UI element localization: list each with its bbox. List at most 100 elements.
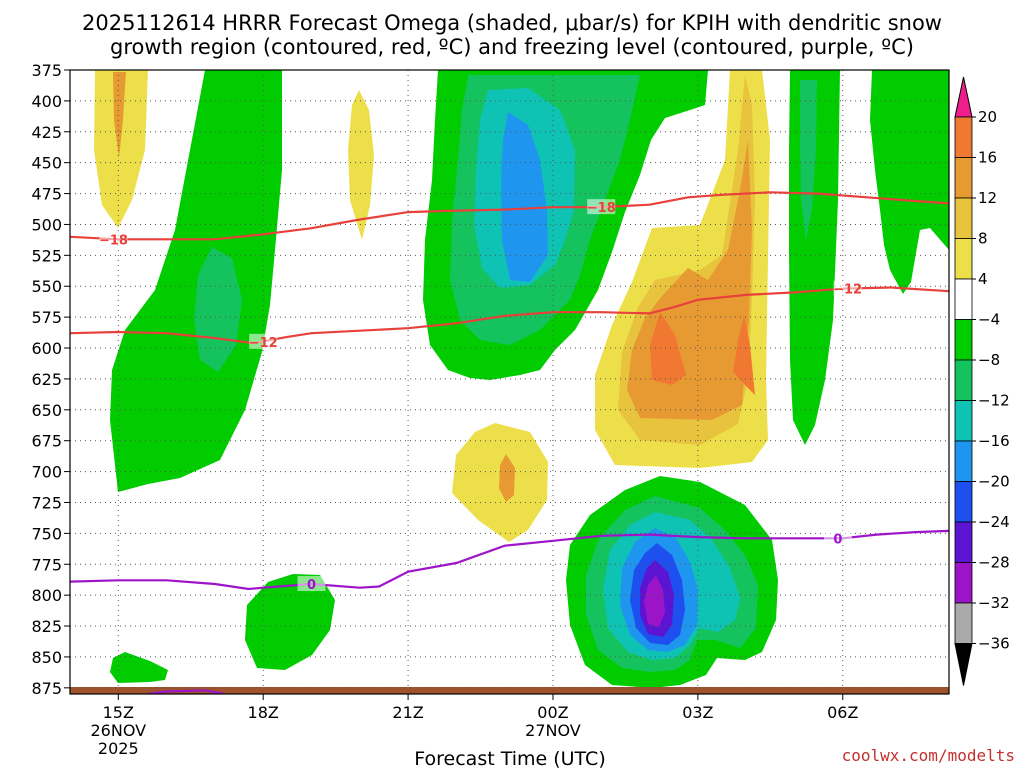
x-axis-label: Forecast Time (UTC) bbox=[414, 748, 605, 768]
x-tick-label: 06Z bbox=[827, 703, 858, 722]
omega-darkorange-core-04z bbox=[733, 315, 755, 395]
y-tick-label: 775 bbox=[31, 555, 62, 574]
omega-green-blob-19z bbox=[245, 574, 335, 670]
grid-lines bbox=[70, 70, 949, 694]
contour-label-minus12-right: −12 bbox=[833, 283, 862, 298]
colorbar-tick-label: 16 bbox=[978, 149, 997, 167]
credit-text: coolwx.com/modelts bbox=[842, 746, 1015, 765]
y-tick-label: 825 bbox=[31, 617, 62, 636]
omega-yellow-blob-20z bbox=[348, 90, 374, 240]
x-tick-date: 27NOV bbox=[525, 721, 581, 740]
colorbar-tick-label: −12 bbox=[978, 392, 1010, 410]
colorbar-tick-label: 12 bbox=[978, 189, 997, 207]
contour-label-minus12-right-bg bbox=[833, 280, 862, 296]
colorbar-segment bbox=[954, 440, 973, 482]
chart-title-line1: 2025112614 HRRR Forecast Omega (shaded, … bbox=[82, 11, 942, 35]
omega-purple-core-02z bbox=[644, 575, 665, 627]
colorbar-tick-label: 20 bbox=[978, 108, 997, 126]
y-tick-label: 800 bbox=[31, 586, 62, 605]
colorbar-tick-label: −32 bbox=[978, 594, 1010, 612]
contour-label-zero-left-bg bbox=[297, 576, 326, 592]
y-tick-label: 600 bbox=[31, 339, 62, 358]
y-tick-label: 725 bbox=[31, 493, 62, 512]
x-tick-label: 15Z bbox=[103, 703, 134, 722]
omega-green-band-16z bbox=[110, 70, 282, 492]
colorbar-top-arrow bbox=[954, 76, 973, 118]
y-tick-label: 675 bbox=[31, 432, 62, 451]
colorbar-tick-label: −36 bbox=[978, 635, 1010, 653]
omega-darkorange-core-02z bbox=[650, 312, 686, 385]
omega-blue-core-23z bbox=[501, 112, 548, 282]
omega-orange-blob-15z bbox=[113, 72, 126, 158]
y-tick-label: 850 bbox=[31, 648, 62, 667]
contour-labels: −18 −18 −12 −12 0 0 bbox=[99, 199, 862, 593]
contour-label-minus12-left-bg bbox=[249, 333, 278, 349]
y-tick-label: 475 bbox=[31, 185, 62, 204]
colorbar-segment bbox=[954, 197, 973, 239]
y-tick-label: 500 bbox=[31, 215, 62, 234]
omega-green-band-08z bbox=[870, 70, 949, 294]
colorbar-segment bbox=[954, 157, 973, 199]
colorbar-segment bbox=[954, 238, 973, 280]
colorbar-segment bbox=[954, 400, 973, 442]
y-tick-label: 650 bbox=[31, 401, 62, 420]
contour-label-zero-left: 0 bbox=[307, 578, 316, 593]
x-tick-label: 18Z bbox=[248, 703, 279, 722]
colorbar-tick-label: −8 bbox=[978, 351, 1000, 369]
y-tick-label: 400 bbox=[31, 92, 62, 111]
ground-band bbox=[70, 687, 949, 694]
colorbar-segment bbox=[954, 602, 973, 644]
plot-frame bbox=[69, 69, 950, 695]
x-tick-date: 26NOV bbox=[90, 721, 146, 740]
omega-teal-band-05z bbox=[800, 80, 817, 240]
colorbar-segment bbox=[954, 481, 973, 523]
contour-label-minus18-left: −18 bbox=[99, 233, 128, 248]
contour-lines bbox=[70, 191, 949, 694]
x-tick-year: 2025 bbox=[98, 739, 139, 758]
colorbar: 20 16 12 8 4 −4 −8 −12 −16 −20 −24 −28 −32 −36 bbox=[954, 76, 1010, 686]
freezing-level-contour-line bbox=[147, 689, 225, 694]
omega-orange-blob-23z bbox=[499, 454, 515, 502]
contour-label-zero-right-bg bbox=[823, 530, 852, 546]
contour-label-minus18-left-bg bbox=[99, 231, 128, 247]
y-tick-label: 450 bbox=[31, 154, 62, 173]
x-tick-label: 00Z bbox=[537, 703, 568, 722]
colorbar-segment bbox=[954, 278, 973, 320]
omega-yellow-blob-15z bbox=[94, 70, 148, 228]
y-tick-label: 425 bbox=[31, 123, 62, 142]
colorbar-segment bbox=[954, 319, 973, 361]
y-tick-label: 375 bbox=[31, 61, 62, 80]
y-tick-label: 875 bbox=[31, 679, 62, 698]
contour-label-zero-right: 0 bbox=[833, 532, 842, 547]
y-axis: 375 400 425 450 475 500 525 550 575 600 625 650 675 7… bbox=[31, 61, 70, 698]
colorbar-tick-label: −24 bbox=[978, 513, 1010, 531]
chart-title-line2: growth region (contoured, red, ºC) and f… bbox=[110, 35, 914, 59]
dendritic-contour-line bbox=[70, 286, 949, 345]
omega-shading bbox=[70, 70, 949, 694]
colorbar-tick-label: −28 bbox=[978, 554, 1010, 572]
y-tick-label: 750 bbox=[31, 524, 62, 543]
freezing-level-contour-line bbox=[70, 529, 949, 591]
omega-green-blob-15z-low bbox=[110, 652, 168, 683]
colorbar-tick-label: 4 bbox=[978, 270, 988, 288]
colorbar-tick-label: 8 bbox=[978, 230, 988, 248]
colorbar-segment bbox=[954, 521, 973, 563]
y-tick-label: 525 bbox=[31, 246, 62, 265]
colorbar-bottom-arrow bbox=[954, 643, 973, 686]
y-tick-label: 700 bbox=[31, 463, 62, 482]
x-tick-label: 21Z bbox=[392, 703, 423, 722]
colorbar-segment bbox=[954, 562, 973, 604]
y-tick-label: 575 bbox=[31, 308, 62, 327]
dendritic-contour-line bbox=[70, 191, 949, 241]
contour-label-minus18-right-bg bbox=[587, 199, 616, 215]
colorbar-tick-label: −16 bbox=[978, 432, 1010, 450]
colorbar-segment bbox=[954, 359, 973, 401]
y-tick-label: 550 bbox=[31, 277, 62, 296]
contour-label-minus18-right: −18 bbox=[587, 201, 616, 216]
contour-label-minus12-left: −12 bbox=[249, 336, 278, 351]
colorbar-segment bbox=[954, 116, 973, 158]
colorbar-tick-label: −4 bbox=[978, 311, 1000, 329]
x-tick-label: 03Z bbox=[682, 703, 713, 722]
